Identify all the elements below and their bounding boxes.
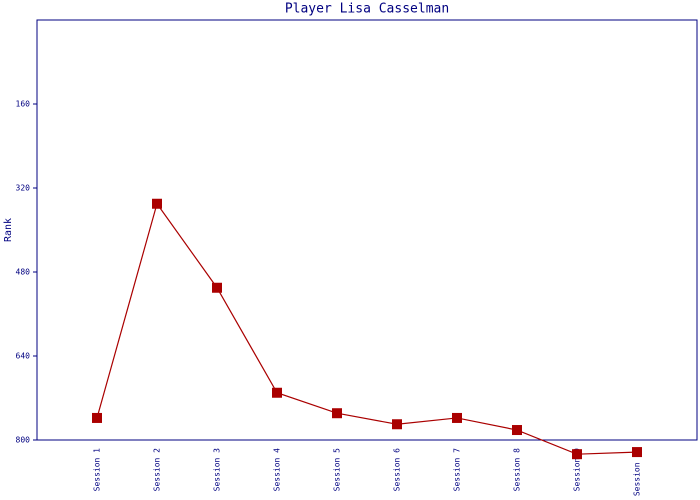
x-tick-label: Session 5 [333, 448, 342, 492]
point-marker [92, 412, 102, 423]
point-marker [212, 282, 222, 293]
x-tick-label: Session 10 [633, 448, 642, 496]
point-marker [572, 449, 582, 460]
point-marker [272, 387, 282, 398]
x-tick-label: Session 7 [453, 448, 462, 492]
point-marker [512, 425, 522, 436]
x-tick-label: Session 8 [513, 448, 522, 492]
point-marker [332, 408, 342, 419]
point-marker [152, 198, 162, 209]
point-marker [452, 412, 462, 423]
point-marker [392, 419, 402, 430]
y-tick-label: 160 [16, 100, 31, 109]
series-line [96, 202, 638, 455]
plot-frame [36, 19, 698, 441]
x-tick-label: Session 9 [573, 448, 582, 492]
y-tick-label: 320 [16, 184, 31, 193]
x-tick-label: Session 2 [153, 448, 162, 492]
x-tick-label: Session 3 [213, 448, 222, 492]
x-tick-label: Session 1 [93, 448, 102, 492]
y-tick-label: 480 [16, 268, 31, 277]
y-tick-label: 800 [16, 436, 31, 445]
y-tick-label: 640 [16, 352, 31, 361]
point-marker [632, 447, 642, 458]
chart-title: Player Lisa Casselman [285, 2, 449, 17]
y-axis-label: Rank [3, 218, 14, 242]
x-tick-label: Session 4 [273, 448, 282, 492]
x-tick-label: Session 6 [393, 448, 402, 492]
